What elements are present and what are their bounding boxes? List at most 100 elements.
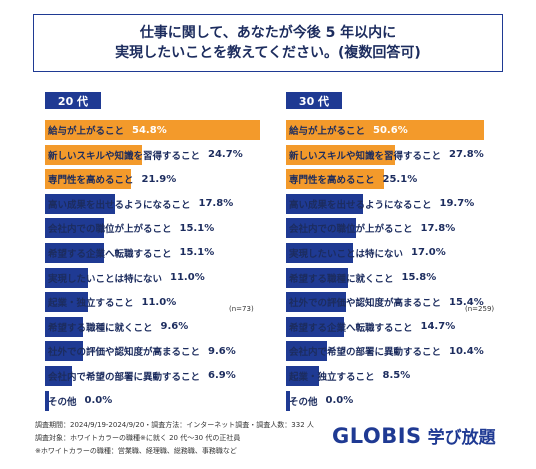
bar-text: 希望する職種に就くこと 15.8% — [289, 267, 436, 289]
bar-label: 給与が上がること — [289, 126, 366, 137]
bar-label: 会社内での職位が上がること — [48, 224, 172, 236]
bar-row: 起業・独立すること 8.5% — [286, 365, 521, 389]
bar-text: 希望する企業へ転職すること 14.7% — [289, 316, 455, 338]
bar — [45, 390, 49, 411]
bar-text: 実現したいことは特にない 17.0% — [289, 242, 446, 264]
bar-value: 10.4% — [449, 345, 484, 357]
bar-value: 6.9% — [208, 370, 236, 382]
bar-value: 17.0% — [411, 247, 446, 259]
bar — [45, 365, 73, 386]
bar — [286, 242, 353, 263]
footnote-line3: ※ホワイトカラーの職種：営業職、経理職、総務職、事務職など — [35, 447, 237, 455]
bar-row: 希望する企業へ転職すること 14.7% — [286, 316, 521, 340]
bar — [45, 193, 115, 214]
bar — [45, 341, 83, 362]
bar-text: 実現したいことは特にない 11.0% — [48, 267, 205, 289]
survey-footnote: 調査期間：2024/9/19-2024/9/20・調査方法：インターネット調査・… — [35, 419, 314, 458]
globis-logo: GLOBIS 学び放題 — [332, 423, 496, 449]
bar-text: 起業・独立すること 11.0% — [48, 291, 176, 313]
bar — [286, 365, 320, 386]
bar-text: 起業・独立すること 8.5% — [289, 365, 410, 387]
bar — [45, 292, 89, 313]
bar-value: 17.8% — [198, 198, 234, 210]
bar-row: 社外での評価や認知度が高まること 9.6% — [45, 340, 280, 364]
bar-row: 専門性を高めること 21.9% — [45, 168, 280, 192]
bar — [45, 316, 83, 337]
bar — [45, 120, 260, 140]
bar-value: 14.7% — [420, 321, 456, 333]
bar-value: 25.1% — [382, 173, 418, 185]
bar-text: 会社内で希望の部署に異動すること 6.9% — [48, 365, 236, 387]
bar-value: 11.0% — [170, 272, 205, 284]
bar — [45, 218, 105, 239]
bar — [286, 292, 347, 313]
bar-text: 給与が上がること 50.6% — [289, 119, 408, 141]
bar-value: 17.8% — [420, 222, 456, 234]
bar-text: 給与が上がること 54.8% — [48, 119, 167, 141]
bar-row: 給与が上がること 50.6% — [286, 119, 521, 143]
bar-text: 希望する企業へ転職すること 15.1% — [48, 242, 214, 264]
bar-value: 15.8% — [401, 272, 437, 284]
bar-label: 専門性を高めること — [289, 175, 375, 187]
age-badge-30s: 30 代 — [286, 92, 342, 109]
bar-row: 起業・独立すること 11.0% — [45, 291, 280, 315]
bar-label: 高い成果を出せるようになること — [48, 199, 191, 211]
bar — [286, 144, 395, 165]
bar — [45, 144, 142, 165]
bar-label: その他 — [289, 396, 318, 408]
bar-text: 会社内での職位が上がること 15.1% — [48, 217, 214, 239]
bar-text: 会社内で希望の部署に異動すること 10.4% — [289, 340, 484, 362]
bar-row: 実現したいことは特にない 17.0% — [286, 242, 521, 266]
bar-value: 54.8% — [132, 124, 167, 136]
age-badge-20s: 20 代 — [45, 92, 101, 109]
bar-text: 専門性を高めること 21.9% — [48, 168, 176, 190]
bar-label: 希望する企業へ転職すること — [289, 322, 413, 334]
bar-label: 実現したいことは特にない — [289, 248, 404, 260]
bar-label: 希望する職種に就くこと — [48, 322, 153, 334]
bar-label: 社外での評価や認知度が高まること — [289, 298, 442, 310]
bar — [45, 267, 89, 288]
bar-value: 15.1% — [179, 222, 215, 234]
bar-text: 新しいスキルや知識を習得すること 27.8% — [289, 144, 484, 166]
bar-text: 社外での評価や認知度が高まること 9.6% — [48, 340, 236, 362]
bar-text: 社外での評価や認知度が高まること 15.4% — [289, 291, 484, 313]
bar-text: 希望する職種に就くこと 9.6% — [48, 316, 188, 338]
bar-value: 8.5% — [382, 370, 411, 382]
bar — [286, 267, 348, 288]
bar-row: 会社内での職位が上がること 15.1% — [45, 217, 280, 241]
bar-row: 会社内で希望の部署に異動すること 6.9% — [45, 365, 280, 389]
bar-row: 実現したいことは特にない 11.0% — [45, 267, 280, 291]
logo-brand: GLOBIS — [332, 423, 422, 448]
bar-row: 給与が上がること 54.8% — [45, 119, 280, 143]
logo-sub: 学び放題 — [427, 428, 496, 448]
bar — [45, 242, 105, 263]
bar-row: 社外での評価や認知度が高まること 15.4% — [286, 291, 521, 315]
bar-label: 会社内で希望の部署に異動すること — [289, 347, 442, 359]
bar — [286, 193, 364, 214]
bar-row: 高い成果を出せるようになること 17.8% — [45, 193, 280, 217]
bar-label: 起業・独立すること — [48, 298, 134, 310]
bar-label: 新しいスキルや知識を習得すること — [48, 150, 201, 162]
bar-value: 11.0% — [141, 296, 177, 308]
bar-row: 希望する企業へ転職すること 15.1% — [45, 242, 280, 266]
bar-value: 9.6% — [208, 345, 236, 357]
bar-value: 0.0% — [325, 395, 354, 407]
bar-text: その他 0.0% — [48, 390, 112, 412]
bar-text: 新しいスキルや知識を習得すること 24.7% — [48, 144, 243, 166]
bar-value: 24.7% — [208, 149, 243, 161]
bar-label: 会社内での職位が上がること — [289, 224, 413, 236]
bar — [286, 341, 327, 362]
bar-text: 専門性を高めること 25.1% — [289, 168, 417, 190]
bar-row: 希望する職種に就くこと 9.6% — [45, 316, 280, 340]
bar-text: その他 0.0% — [289, 390, 353, 412]
bar — [286, 169, 385, 190]
bar-value: 50.6% — [373, 124, 408, 136]
bar-rows-20s: 給与が上がること 54.8% 新しいスキルや知識を習得すること 24.7% 専門性を高め… — [45, 119, 280, 414]
bar-text: 高い成果を出せるようになること 17.8% — [48, 193, 233, 215]
bar-row: 高い成果を出せるようになること 19.7% — [286, 193, 521, 217]
bar — [286, 390, 290, 411]
bar-value: 9.6% — [160, 321, 189, 333]
bar-row: その他 0.0% — [45, 390, 280, 414]
bar-label: 会社内で希望の部署に異動すること — [48, 371, 201, 383]
bar-text: 高い成果を出せるようになること 19.7% — [289, 193, 474, 215]
